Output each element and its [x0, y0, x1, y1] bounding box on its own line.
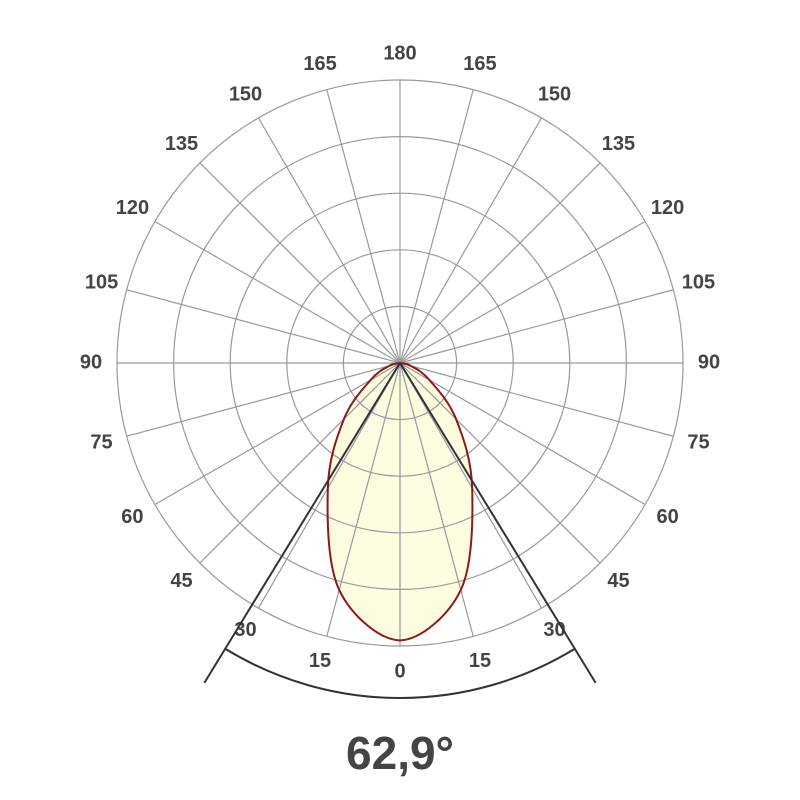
angle-tick-label: 60: [121, 506, 143, 528]
angle-tick-label: 15: [309, 650, 331, 672]
grid-spoke: [399, 220, 646, 364]
angle-tick-label: 45: [170, 570, 192, 592]
angle-tick-label: 120: [651, 197, 684, 219]
angle-tick-label: 150: [538, 84, 571, 106]
beam-line: [203, 362, 401, 684]
angle-tick-label: 105: [85, 271, 118, 293]
grid-spoke: [257, 117, 401, 364]
grid-spoke: [399, 89, 474, 364]
angle-tick-label: 120: [116, 197, 149, 219]
grid-spoke: [399, 362, 543, 609]
beam-angle-label: 62,9°: [346, 727, 454, 779]
grid-spoke: [154, 362, 401, 506]
grid-spoke: [399, 362, 601, 564]
intensity-outline: [326, 361, 474, 642]
grid-spoke: [199, 162, 401, 364]
angle-tick-label: 75: [90, 431, 112, 453]
angle-tick-label: 105: [682, 271, 715, 293]
grid-spoke: [257, 362, 401, 609]
angle-tick-label: 90: [80, 351, 102, 373]
grid-spoke: [399, 162, 601, 364]
angle-tick-label: 75: [687, 431, 709, 453]
beam-line: [399, 362, 597, 684]
angle-tick-label: 135: [602, 133, 635, 155]
angle-tick-label: 60: [656, 506, 678, 528]
angle-tick-label: 150: [229, 84, 262, 106]
grid-spoke: [326, 89, 401, 364]
grid-spoke: [154, 220, 401, 364]
angle-tick-label: 15: [469, 650, 491, 672]
grid-spoke: [126, 289, 401, 364]
grid-spoke: [399, 289, 674, 364]
grid-spoke: [399, 362, 674, 437]
angle-tick-label: 90: [698, 351, 720, 373]
grid-spoke: [199, 362, 401, 564]
grid-spoke: [399, 117, 543, 364]
angle-tick-label: 135: [165, 133, 198, 155]
angle-tick-label: 0: [394, 660, 405, 682]
angle-tick-label: 165: [463, 53, 496, 75]
angle-tick-label: 45: [607, 570, 629, 592]
angle-tick-label: 165: [303, 53, 336, 75]
angle-tick-label: 180: [383, 42, 416, 64]
beam-arc: [224, 647, 576, 699]
grid-spoke: [126, 362, 401, 437]
grid-spoke: [399, 362, 646, 506]
